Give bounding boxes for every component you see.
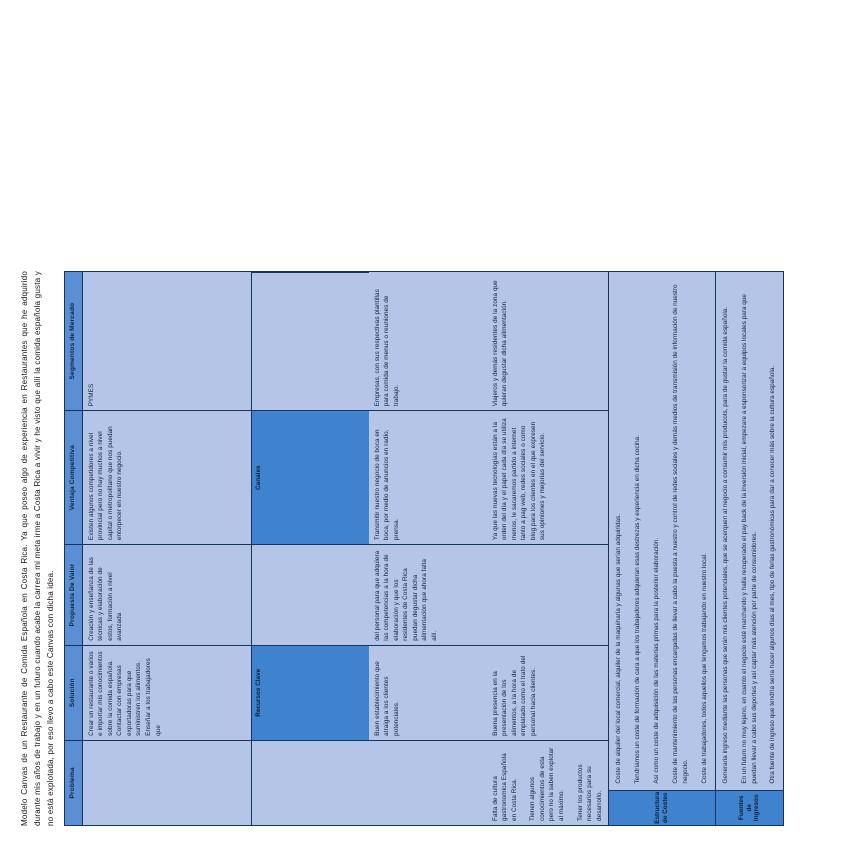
intro-paragraph: Modelo Canvas de un Restaurante de Comid…	[20, 271, 56, 826]
column-header-ventaja-competitiva: Ventaja Competitiva	[65, 410, 82, 545]
cell-propuesta-bottom	[486, 544, 609, 645]
canvas-top-row: Crear un restaurante o varios e importar…	[82, 272, 251, 825]
cell-propuesta-subhdr	[251, 544, 369, 645]
problema-item-2: Tienen algunos conocimientos de esta per…	[529, 747, 565, 821]
section-header-estructura-de-costes: Estructura de Costes	[609, 789, 715, 825]
document-page: Modelo Canvas de un Restaurante de Comid…	[0, 249, 848, 848]
ingreso-item-3: Otra fuente de ingreso que tendría sería…	[769, 365, 777, 784]
cell-segmentos-subhdr	[251, 272, 369, 411]
coste-item-4: Coste de mantenimiento de las personas e…	[671, 284, 689, 784]
fuentes-de-ingresos-band: Fuentes de Ingresos Generaria ingreso me…	[714, 272, 784, 825]
problema-item-1: Falta de cultura gastronomica Española e…	[491, 753, 518, 821]
column-header-solucion: Solución	[65, 644, 82, 740]
coste-item-5: Coste de trabajadores, todos aquellos qu…	[700, 553, 708, 784]
sub-header-recursos-clave: Recursos Clave	[251, 644, 369, 740]
ingreso-item-2: En un futuro no muy lejano, en cuanto el…	[740, 294, 758, 784]
cell-solucion-top: Crear un restaurante o varios e importar…	[82, 644, 251, 740]
cell-recursos-clave-mid: Buen establecimiento que atraiga a los c…	[368, 644, 487, 740]
cell-propuesta-top: Creación y enseñanza de las técnicas y e…	[82, 544, 251, 645]
cell-segmentos-top: PYMES	[82, 272, 251, 411]
column-header-problema: Problema	[65, 739, 82, 825]
cell-propuesta-mid: del personal para que adquiera las compe…	[368, 544, 487, 645]
estructura-de-costes-body: Coste de alquiler del local comercial, a…	[609, 272, 715, 790]
cell-problema-mid	[368, 739, 487, 825]
coste-item-3: Así como un coste de adquisición de las …	[653, 537, 661, 784]
cell-problema-bottom: Falta de cultura gastronomica Española e…	[486, 739, 609, 825]
cell-segmentos-bottom: Viajeros y demás residentes de la zona q…	[486, 272, 609, 411]
section-header-fuentes-de-ingresos: Fuentes de Ingresos	[715, 789, 784, 825]
canvas-sub-header-row: Recursos Clave Canales	[250, 272, 369, 825]
column-header-segmentos-de-mercado: Segmentos de Mercado	[65, 272, 82, 411]
business-model-canvas: Problema Solución Propuesta De Valor Ven…	[64, 271, 785, 826]
cell-canales-mid: Transmitir nuestro negocio de boca en bo…	[368, 410, 487, 545]
coste-item-2: Tendríamos un coste de formación de cara…	[634, 435, 642, 784]
column-header-propuesta-de-valor: Propuesta De Valor	[65, 544, 82, 645]
canvas-mid-row: Buen establecimiento que atraiga a los c…	[368, 272, 487, 825]
cell-problema-top	[82, 739, 251, 825]
fuentes-de-ingresos-body: Generaria ingreso mediante las personas …	[715, 272, 784, 790]
cell-problema-subhdr	[251, 739, 369, 825]
ingreso-item-1: Generaria ingreso mediante las personas …	[721, 306, 729, 784]
estructura-de-costes-band: Estructura de Costes Coste de alquiler d…	[608, 272, 715, 825]
canvas-bottom-row: Falta de cultura gastronomica Española e…	[486, 272, 609, 825]
coste-item-1: Coste de alquiler del local comercial, a…	[615, 513, 623, 784]
canvas-header-row: Problema Solución Propuesta De Valor Ven…	[65, 272, 83, 825]
cell-ventaja-top: Existen algunos competidores a nivel pro…	[82, 410, 251, 545]
cell-canales-bottom: Ya que las nuevas tecnologías están a la…	[486, 410, 609, 545]
cell-segmentos-mid: Empresas, con sus respectivas plantillas…	[368, 272, 487, 411]
sub-header-canales: Canales	[251, 410, 369, 545]
cell-recursos-clave-bottom: Buena presencia en la presentación de lo…	[486, 644, 609, 740]
problema-item-3: Tener los productos necesarios para su d…	[576, 764, 603, 821]
